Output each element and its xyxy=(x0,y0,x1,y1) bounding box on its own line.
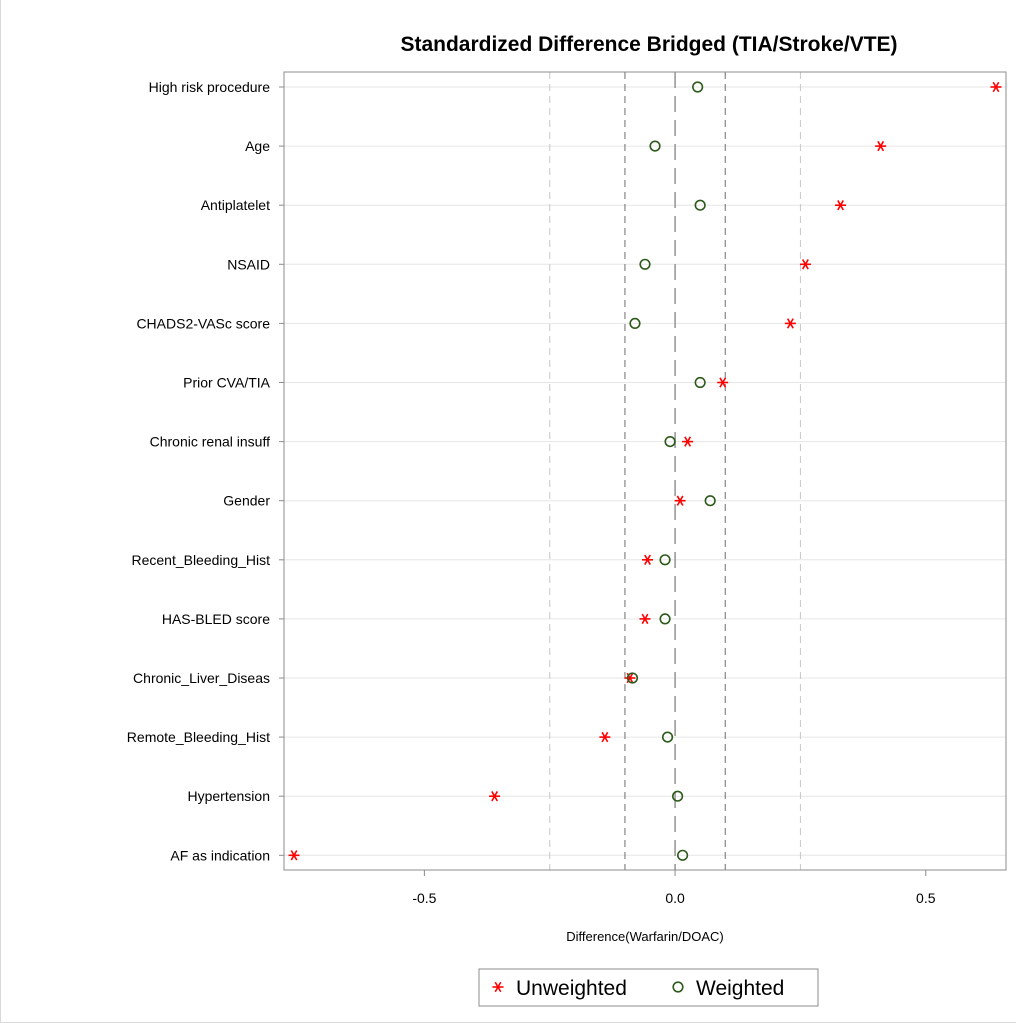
category-label: High risk procedure xyxy=(149,79,271,95)
x-tick-label: 0.5 xyxy=(916,890,936,906)
weighted-point xyxy=(704,495,716,507)
category-label: HAS-BLED score xyxy=(162,611,270,627)
legend-label-unweighted: Unweighted xyxy=(516,977,627,1000)
data-points xyxy=(288,81,1002,861)
weighted-point xyxy=(692,81,704,93)
unweighted-point xyxy=(674,495,686,506)
weighted-point xyxy=(649,140,661,152)
plot-area-frame xyxy=(283,71,1007,871)
category-label: Hypertension xyxy=(188,788,271,804)
unweighted-point xyxy=(784,318,796,329)
unweighted-point xyxy=(642,554,654,565)
category-label: Chronic_Liver_Diseas xyxy=(133,670,270,686)
category-label: Antiplatelet xyxy=(201,197,270,213)
x-axis: -0.5 0.0 0.5 xyxy=(412,870,936,906)
weighted-point xyxy=(639,258,651,270)
weighted-point xyxy=(659,613,671,625)
category-label: CHADS2-VASc score xyxy=(136,315,270,331)
legend-marker-weighted xyxy=(672,981,684,993)
legend-items: Unweighted Weighted xyxy=(492,977,784,1000)
category-labels: High risk procedure Age Antiplatelet NSAID C… xyxy=(127,79,284,863)
weighted-point xyxy=(629,317,641,330)
weighted-point xyxy=(661,731,674,743)
unweighted-point xyxy=(639,613,651,625)
legend-label-weighted: Weighted xyxy=(696,977,784,1000)
legend: Unweighted Weighted xyxy=(478,968,819,1007)
weighted-point xyxy=(626,672,639,684)
x-axis-label: Difference(Warfarin/DOAC) xyxy=(566,929,723,944)
x-tick-label: 0.0 xyxy=(665,890,685,906)
x-tick-label: -0.5 xyxy=(412,890,436,906)
unweighted-point xyxy=(288,850,300,861)
reference-lines xyxy=(549,72,801,870)
weighted-point xyxy=(659,554,671,566)
unweighted-point xyxy=(717,377,729,388)
legend-marker-unweighted xyxy=(492,981,504,993)
unweighted-point xyxy=(799,259,811,270)
legend-frame xyxy=(478,968,819,1007)
weighted-point xyxy=(694,376,706,389)
category-label: AF as indication xyxy=(170,847,270,863)
unweighted-point xyxy=(875,140,887,152)
category-label: Prior CVA/TIA xyxy=(183,375,271,391)
unweighted-point xyxy=(489,791,501,802)
unweighted-point xyxy=(682,436,694,447)
grid-layer xyxy=(284,86,1006,856)
weighted-point xyxy=(664,436,676,448)
category-label: NSAID xyxy=(227,256,270,272)
category-label: Recent_Bleeding_Hist xyxy=(131,552,270,568)
chart-title: Standardized Difference Bridged (TIA/Str… xyxy=(400,33,897,56)
unweighted-point xyxy=(599,731,611,743)
category-label: Age xyxy=(245,138,270,154)
weighted-point xyxy=(694,199,706,211)
unweighted-point xyxy=(835,200,847,211)
category-label: Remote_Bleeding_Hist xyxy=(127,729,270,745)
unweighted-point xyxy=(990,81,1002,93)
weighted-point xyxy=(677,849,689,861)
category-label: Chronic renal insuff xyxy=(150,434,270,450)
weighted-point xyxy=(671,790,684,802)
category-label: Gender xyxy=(223,493,270,509)
